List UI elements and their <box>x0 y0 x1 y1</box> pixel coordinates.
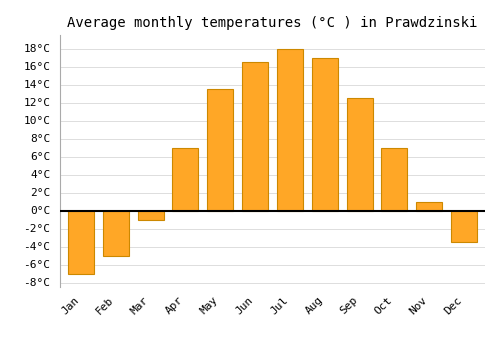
Bar <box>382 147 407 210</box>
Bar <box>207 89 234 210</box>
Bar <box>416 202 442 210</box>
Bar <box>172 147 199 210</box>
Bar <box>102 210 129 256</box>
Bar <box>242 62 268 210</box>
Bar <box>138 210 164 219</box>
Bar <box>277 49 303 210</box>
Bar <box>346 98 372 210</box>
Bar <box>68 210 94 273</box>
Title: Average monthly temperatures (°C ) in Prawdzinski: Average monthly temperatures (°C ) in Pr… <box>68 16 478 30</box>
Bar <box>451 210 477 242</box>
Bar <box>312 57 338 210</box>
